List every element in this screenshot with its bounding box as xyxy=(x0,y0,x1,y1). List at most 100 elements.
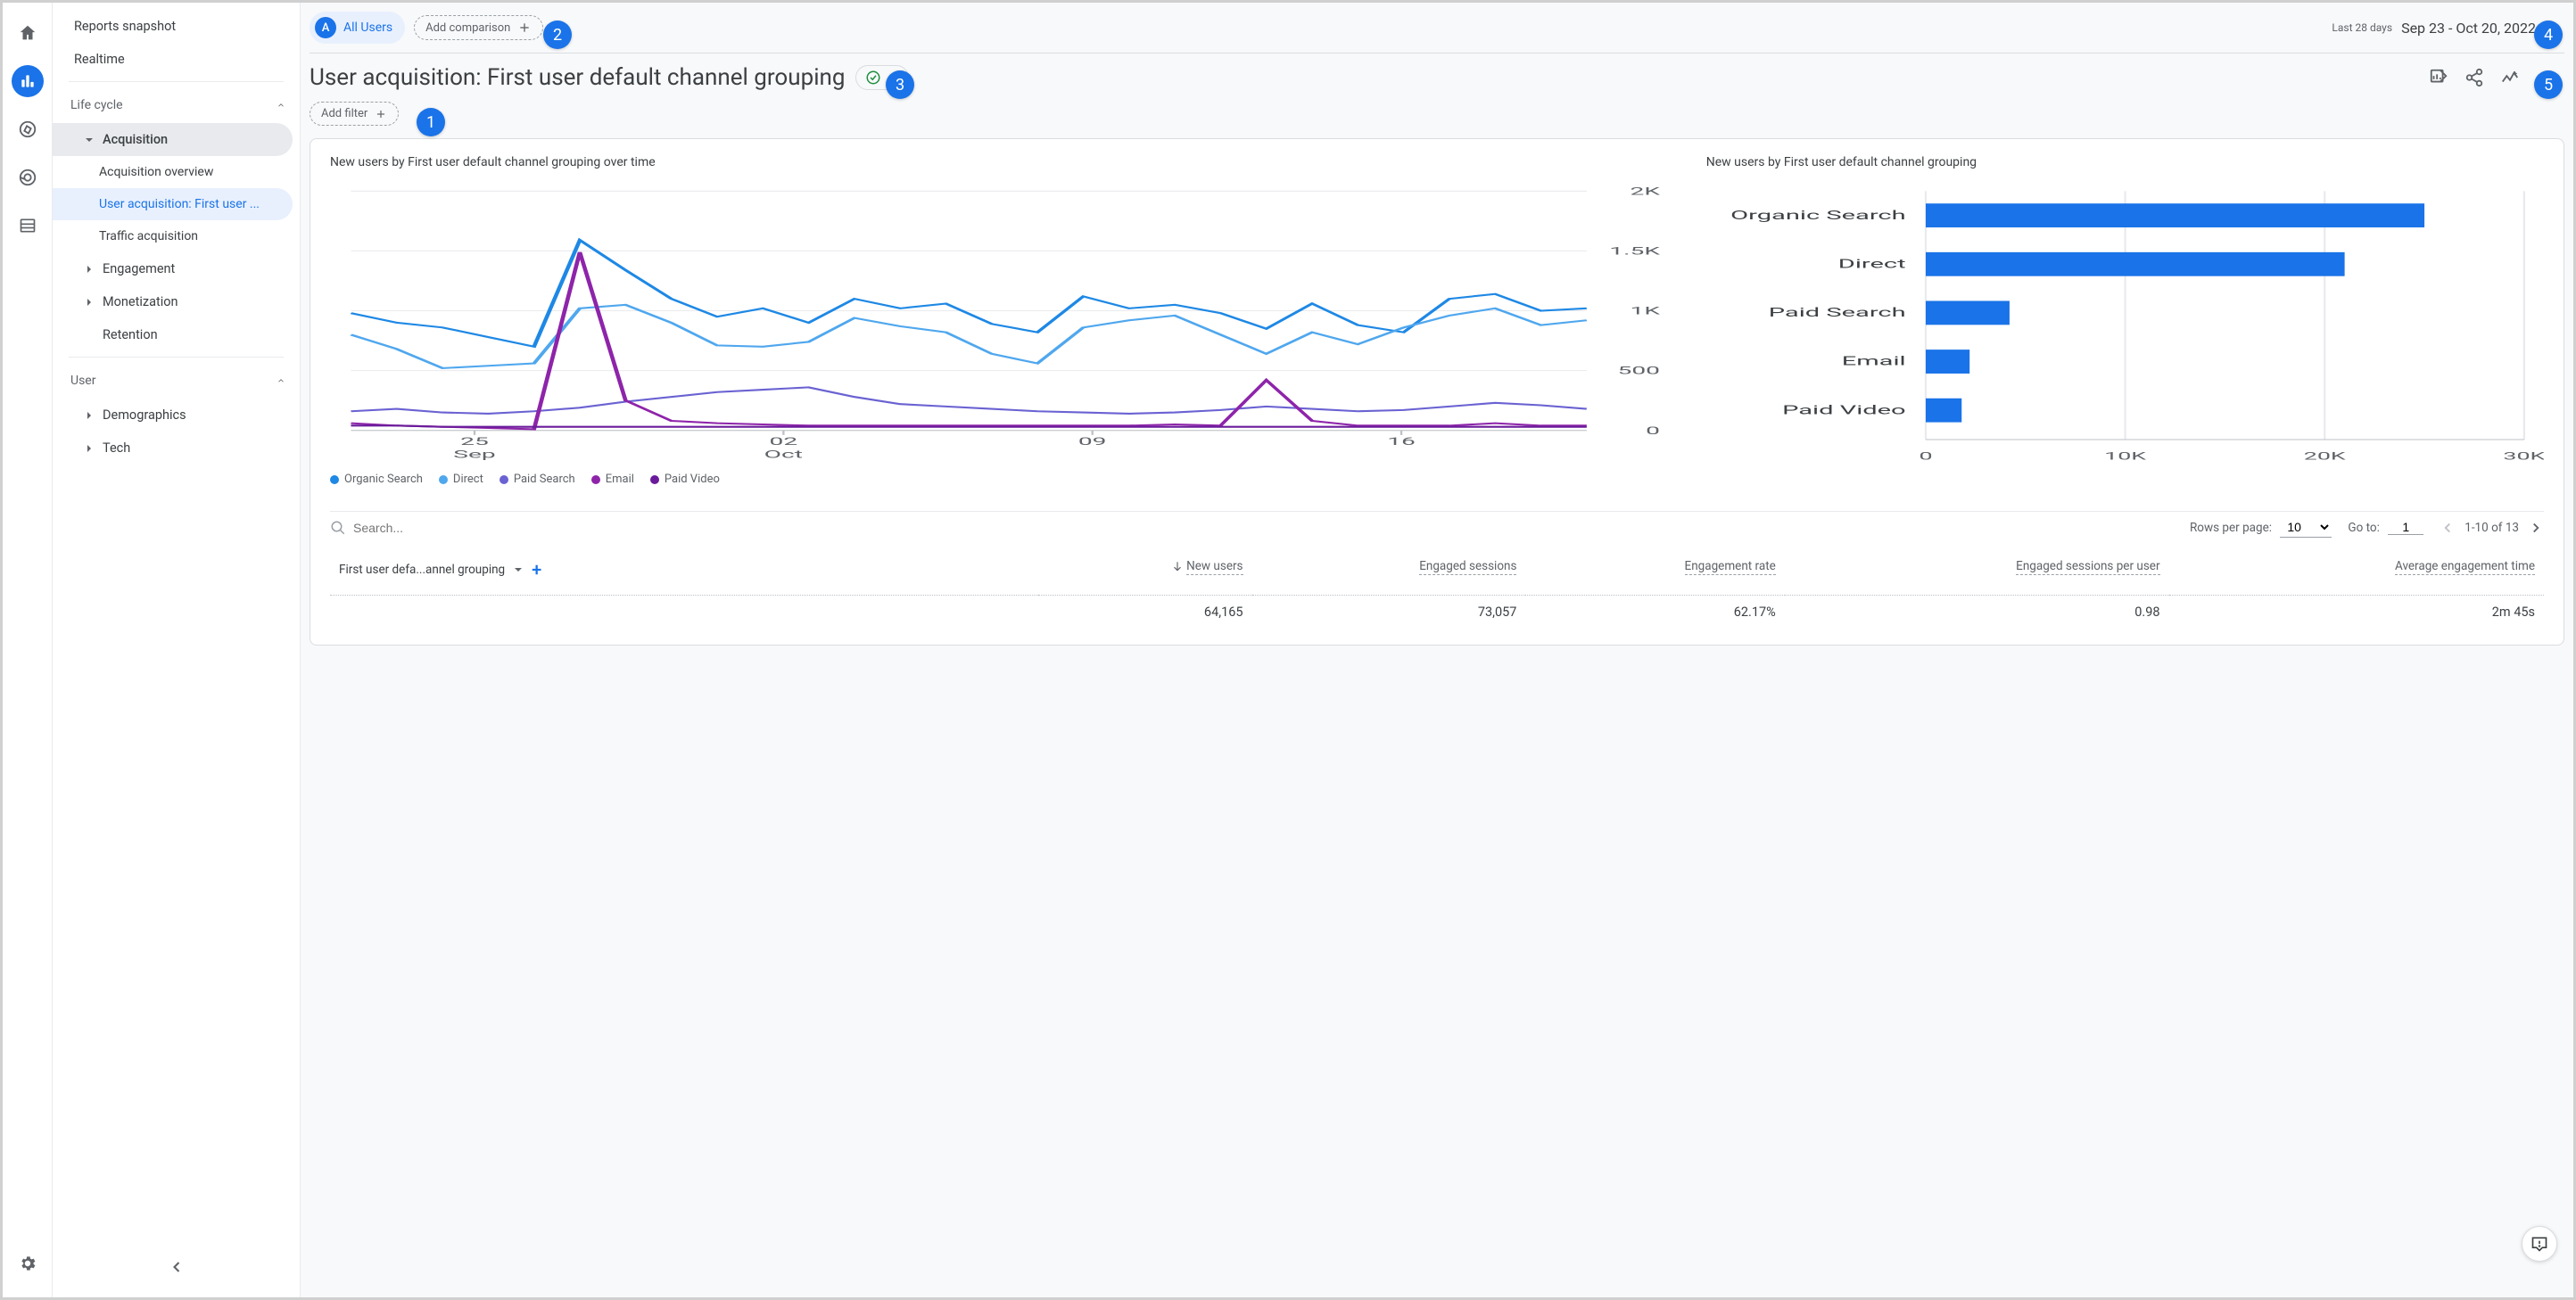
nav-label: Engagement xyxy=(103,261,175,276)
nav-label: Demographics xyxy=(103,407,186,423)
explore-icon[interactable] xyxy=(12,113,44,145)
annotation-1: 1 xyxy=(417,108,445,136)
search-icon xyxy=(330,520,346,536)
home-icon[interactable] xyxy=(12,17,44,49)
annotation-3: 3 xyxy=(886,70,914,99)
col-engaged-sessions-per-user[interactable]: Engaged sessions per user xyxy=(1785,552,2169,596)
search-input[interactable] xyxy=(353,521,515,535)
caret-right-icon xyxy=(85,444,94,453)
legend-item[interactable]: Paid Video xyxy=(650,473,720,486)
svg-text:10K: 10K xyxy=(2104,450,2147,463)
nav-label: Traffic acquisition xyxy=(99,229,198,243)
col-engaged-sessions[interactable]: Engaged sessions xyxy=(1252,552,1526,596)
advertising-icon[interactable] xyxy=(12,161,44,193)
insights-icon[interactable] xyxy=(2500,68,2520,87)
add-comparison-button[interactable]: Add comparison xyxy=(414,15,543,40)
section-user[interactable]: User xyxy=(53,363,300,399)
svg-text:Paid Search: Paid Search xyxy=(1769,306,1906,320)
page-title: User acquisition: First user default cha… xyxy=(310,64,845,91)
svg-text:Direct: Direct xyxy=(1838,257,1906,271)
section-label: User xyxy=(70,374,95,388)
nav-demographics[interactable]: Demographics xyxy=(53,399,293,432)
next-page-icon[interactable] xyxy=(2528,520,2544,536)
nav-traffic-acquisition[interactable]: Traffic acquisition xyxy=(53,220,293,252)
table-search[interactable] xyxy=(330,520,2174,536)
report-card: New users by First user default channel … xyxy=(310,138,2564,646)
svg-text:500: 500 xyxy=(1618,365,1660,377)
nav-realtime[interactable]: Realtime xyxy=(53,43,293,76)
svg-text:Paid Video: Paid Video xyxy=(1782,403,1906,417)
caret-right-icon xyxy=(85,265,94,274)
svg-text:0: 0 xyxy=(1919,450,1932,463)
nav-label: Reports snapshot xyxy=(74,19,176,34)
configure-icon[interactable] xyxy=(12,210,44,242)
total-engaged-per-user: 0.98 xyxy=(1785,596,2169,629)
settings-icon[interactable] xyxy=(12,1247,44,1279)
share-icon[interactable] xyxy=(2465,68,2484,87)
table-controls: Rows per page: 10 Go to: 1-10 of 13 xyxy=(330,511,2544,543)
nav-reports-snapshot[interactable]: Reports snapshot xyxy=(53,10,293,43)
nav-monetization[interactable]: Monetization xyxy=(53,285,293,318)
sort-desc-icon xyxy=(1171,560,1184,572)
goto-page: Go to: xyxy=(2348,520,2423,535)
nav-engagement[interactable]: Engagement xyxy=(53,252,293,285)
line-chart-legend: Organic Search Direct Paid Search Email Paid… xyxy=(330,473,1671,486)
nav-acquisition[interactable]: Acquisition xyxy=(53,123,293,156)
col-avg-engagement-time[interactable]: Average engagement time xyxy=(2169,552,2544,596)
col-label: Engaged sessions per user xyxy=(2016,559,2159,575)
caret-right-icon xyxy=(85,298,94,307)
annotation-2: 2 xyxy=(543,21,572,49)
customize-report-icon[interactable] xyxy=(2429,68,2448,87)
date-range-picker[interactable]: Last 28 days Sep 23 - Oct 20, 2022 xyxy=(2332,20,2555,37)
date-range-value: Sep 23 - Oct 20, 2022 xyxy=(2401,20,2536,37)
caret-down-icon xyxy=(85,136,94,144)
rpp-select[interactable]: 10 xyxy=(2280,517,2332,538)
nav-acquisition-overview[interactable]: Acquisition overview xyxy=(53,156,293,188)
col-label: Average engagement time xyxy=(2395,559,2535,575)
feedback-button[interactable] xyxy=(2522,1226,2557,1262)
sidebar: Reports snapshot Realtime Life cycle Acq… xyxy=(53,3,301,1297)
col-engagement-rate[interactable]: Engagement rate xyxy=(1525,552,1784,596)
prev-page-icon[interactable] xyxy=(2440,520,2456,536)
col-new-users[interactable]: New users xyxy=(1038,552,1251,596)
svg-text:1.5K: 1.5K xyxy=(1609,245,1660,258)
col-label: Engagement rate xyxy=(1685,559,1776,575)
collapse-sidebar-button[interactable] xyxy=(161,1251,193,1283)
legend-item[interactable]: Paid Search xyxy=(500,473,575,486)
nav-tech[interactable]: Tech xyxy=(53,432,293,465)
title-row: User acquisition: First user default cha… xyxy=(301,61,2573,96)
nav-user-acquisition[interactable]: User acquisition: First user ... xyxy=(53,188,293,220)
icon-rail xyxy=(3,3,53,1297)
legend-item[interactable]: Organic Search xyxy=(330,473,423,486)
section-life-cycle[interactable]: Life cycle xyxy=(53,87,300,123)
add-filter-label: Add filter xyxy=(321,107,367,120)
segment-chip[interactable]: A All Users xyxy=(310,12,405,44)
add-comparison-label: Add comparison xyxy=(425,21,510,35)
main-content: A All Users Add comparison Last 28 days … xyxy=(301,3,2573,1297)
caret-right-icon xyxy=(85,411,94,420)
nav-label: User acquisition: First user ... xyxy=(99,197,260,211)
add-filter-button[interactable]: Add filter xyxy=(310,102,399,126)
total-engagement-rate: 62.17% xyxy=(1525,596,1784,629)
bar-chart: 010K20K30KOrganic SearchDirectPaid Searc… xyxy=(1706,182,2544,467)
nav-label: Realtime xyxy=(74,52,125,67)
svg-text:30K: 30K xyxy=(2503,450,2544,463)
goto-input[interactable] xyxy=(2388,520,2423,535)
legend-item[interactable]: Direct xyxy=(439,473,483,486)
svg-text:Oct: Oct xyxy=(764,448,803,461)
check-circle-icon xyxy=(865,70,881,86)
data-table: First user defa...annel grouping + New u… xyxy=(330,552,2544,629)
nav-label: Acquisition overview xyxy=(99,165,213,179)
total-new-users: 64,165 xyxy=(1038,596,1251,629)
add-dimension-icon[interactable]: + xyxy=(532,559,541,580)
table-totals-row: 64,165 73,057 62.17% 0.98 2m 45s xyxy=(330,596,2544,629)
segment-label: All Users xyxy=(343,21,392,35)
svg-text:25: 25 xyxy=(460,435,489,448)
reports-icon[interactable] xyxy=(12,65,44,97)
legend-item[interactable]: Email xyxy=(591,473,634,486)
svg-text:2K: 2K xyxy=(1631,185,1661,198)
nav-retention[interactable]: Retention xyxy=(53,318,293,351)
page-range: 1-10 of 13 xyxy=(2465,521,2519,535)
topbar: A All Users Add comparison Last 28 days … xyxy=(301,3,2573,53)
dimension-picker[interactable]: First user defa...annel grouping + xyxy=(339,559,541,580)
